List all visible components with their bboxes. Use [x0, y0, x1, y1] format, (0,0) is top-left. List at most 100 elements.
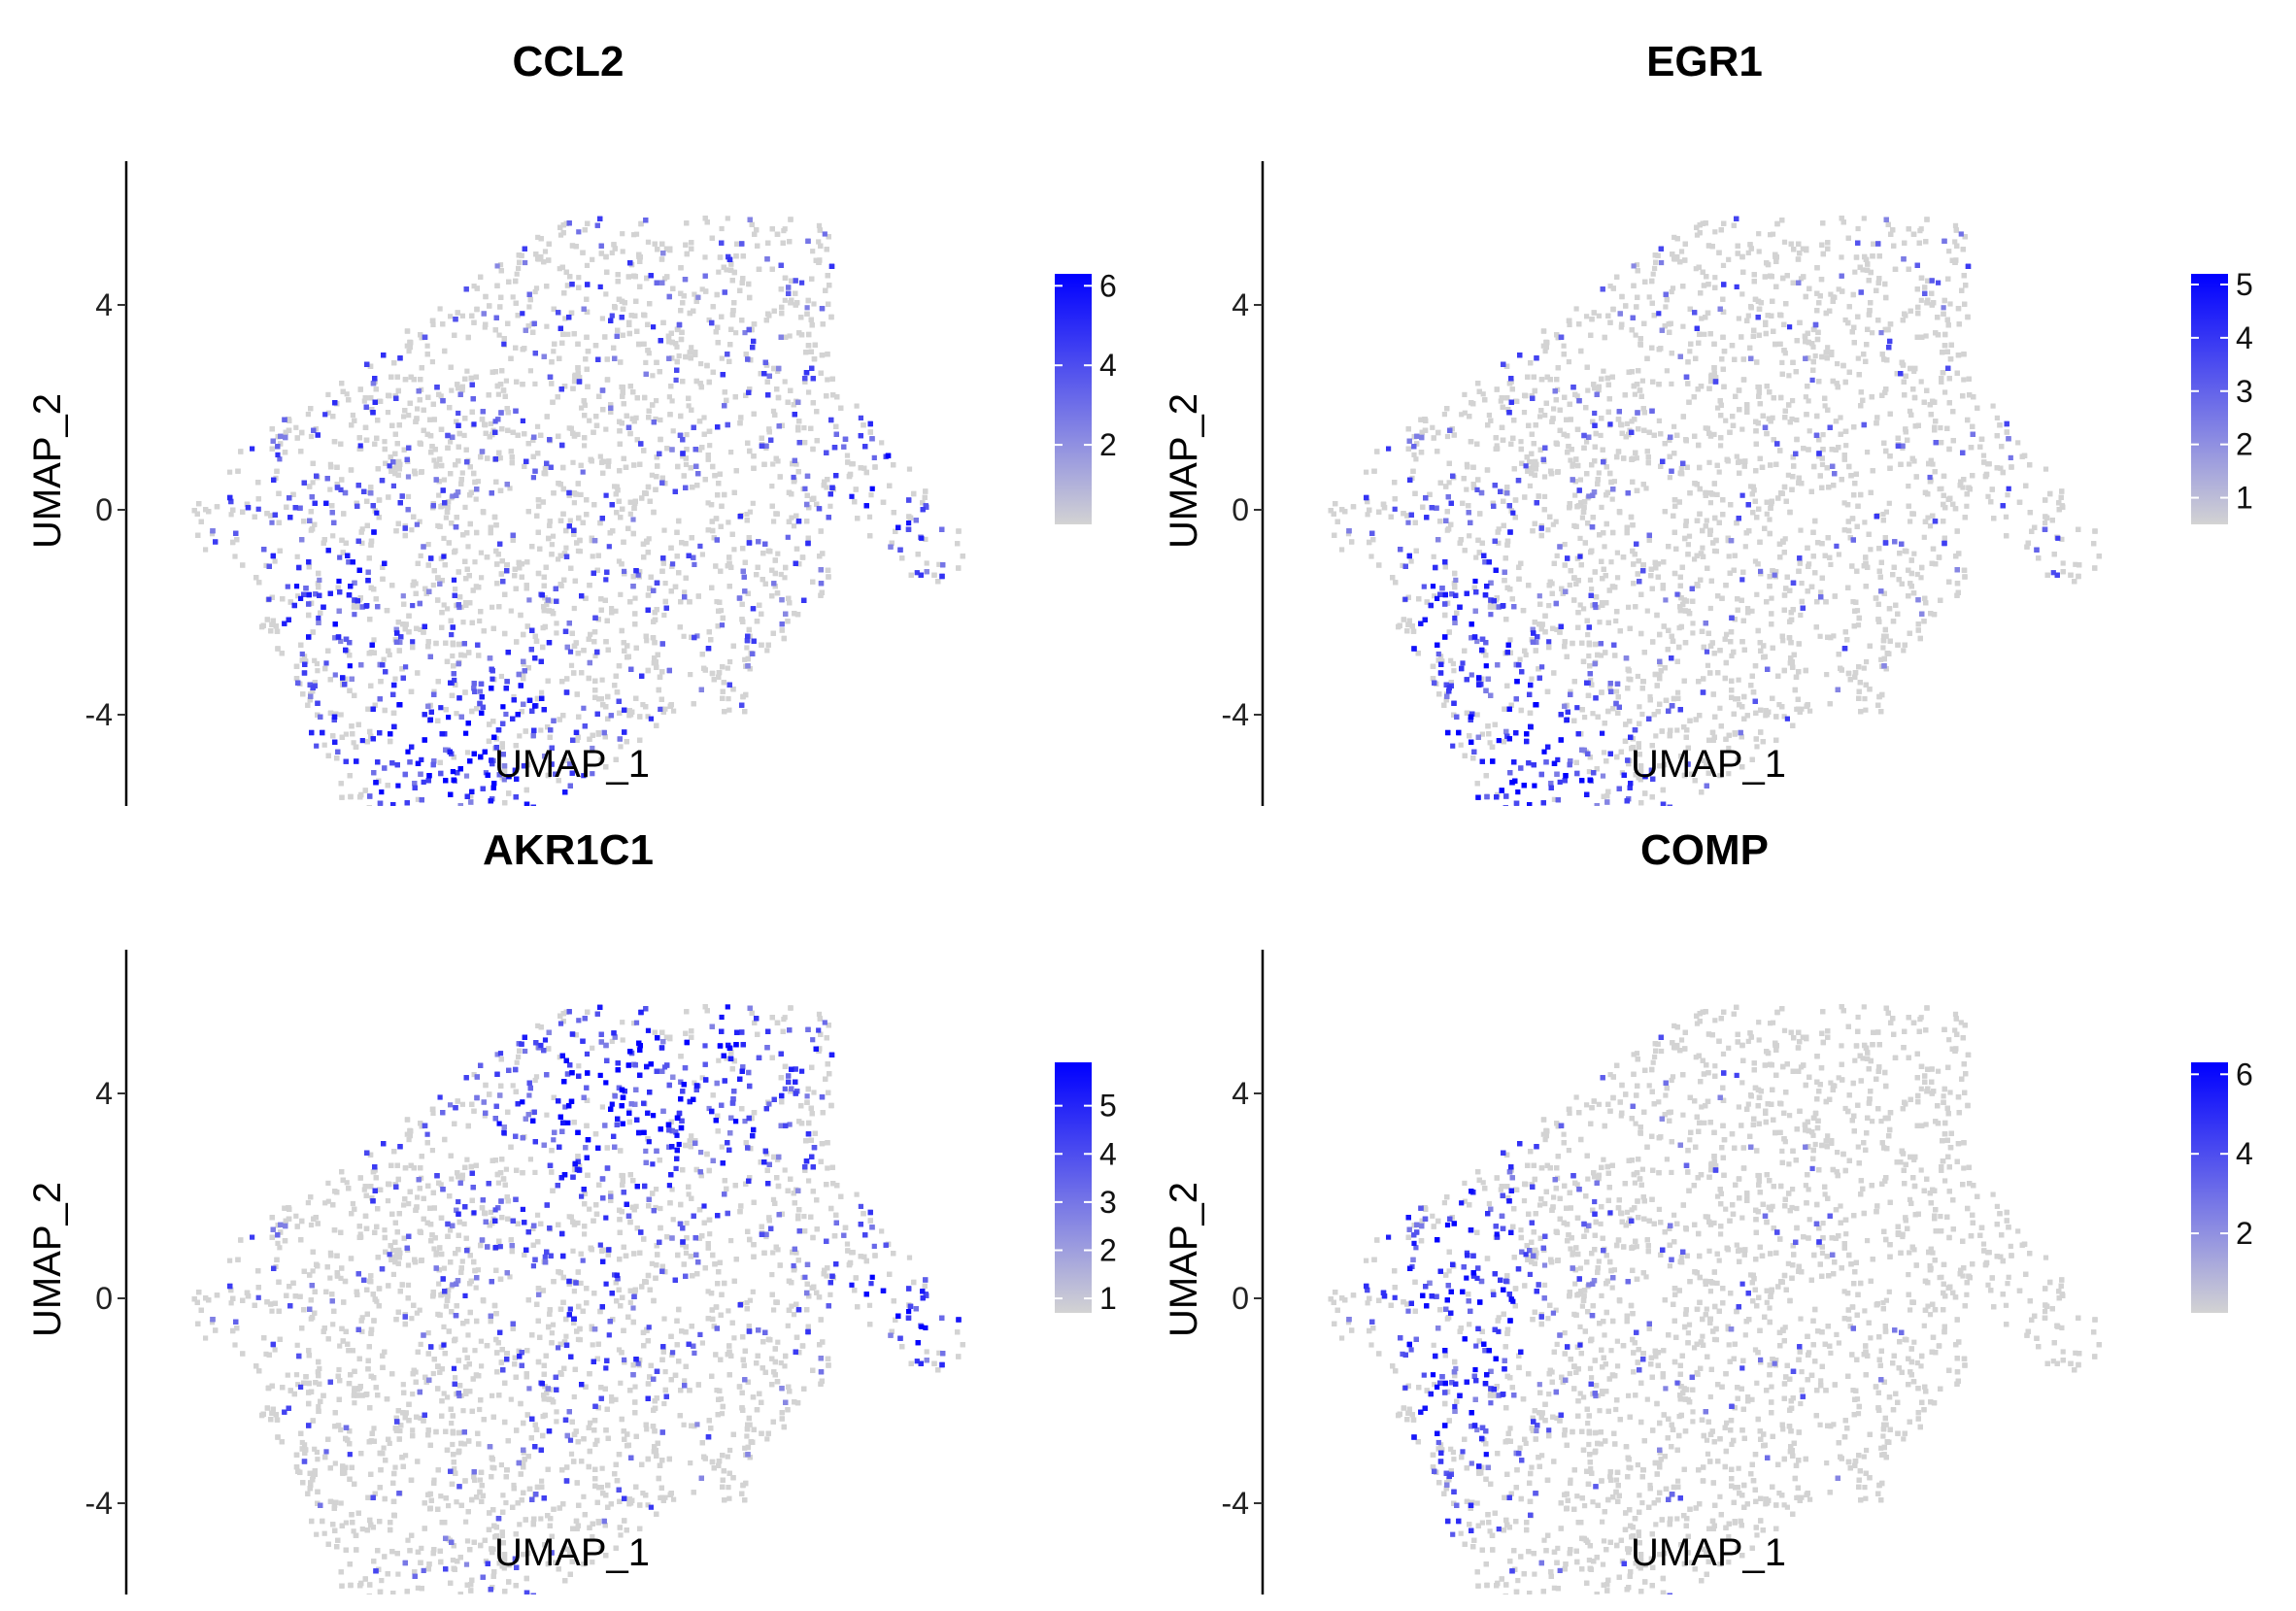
- cell-point: [359, 526, 365, 532]
- cell-point: [517, 733, 523, 739]
- cell-point: [359, 540, 365, 546]
- cell-point: [459, 470, 465, 476]
- cell-point: [293, 424, 299, 430]
- cell-point: [779, 311, 785, 317]
- cell-point: [643, 359, 649, 365]
- cell-point: [405, 493, 412, 499]
- cell-point: [381, 656, 387, 662]
- cell-point: [670, 428, 676, 434]
- cell-point: [726, 696, 731, 702]
- cell-point: [769, 484, 775, 489]
- cell-point: [497, 262, 504, 268]
- cell-point: [539, 689, 545, 695]
- cell-point: [459, 384, 465, 389]
- cell-point: [722, 491, 727, 498]
- cell-point: [315, 668, 321, 674]
- cell-point: [350, 412, 355, 419]
- cell-point: [698, 361, 704, 367]
- cell-point: [276, 490, 282, 496]
- cell-point: [396, 458, 402, 464]
- cell-point: [321, 742, 327, 748]
- cell-point: [684, 447, 690, 453]
- cell-point: [475, 479, 481, 485]
- cell-point: [569, 243, 576, 249]
- cell-point: [330, 533, 336, 539]
- cell-point: [782, 379, 788, 385]
- cell-point: [557, 266, 562, 272]
- cell-point: [387, 652, 392, 657]
- cell-point: [533, 285, 540, 291]
- cell-point: [688, 672, 693, 678]
- cell-point: [726, 707, 732, 713]
- cell-point: [424, 343, 430, 349]
- cell-point: [633, 415, 639, 420]
- cell-point: [577, 549, 583, 554]
- cell-point: [533, 638, 540, 644]
- cell-point: [498, 673, 504, 680]
- cell-point: [770, 461, 776, 467]
- cell-point: [496, 332, 502, 338]
- cell-point: [450, 653, 456, 659]
- cell-point: [791, 402, 796, 408]
- cell-point: [571, 605, 577, 612]
- cell-point: [787, 333, 793, 339]
- cell-point: [321, 540, 326, 546]
- cell-point: [417, 519, 422, 524]
- cell-point: [866, 514, 873, 520]
- cell-point: [436, 492, 442, 498]
- cell-point: [575, 431, 581, 437]
- cell-point: [415, 406, 421, 412]
- cell-point: [646, 351, 652, 356]
- cell-point: [603, 291, 609, 297]
- cell-point: [209, 531, 216, 537]
- cell-point: [705, 500, 711, 506]
- cell-point: [482, 324, 488, 330]
- cell-point: [590, 256, 595, 262]
- cell-point: [570, 459, 576, 465]
- cell-point: [825, 377, 830, 383]
- cell-point: [747, 509, 753, 515]
- cell-point: [775, 551, 781, 556]
- cell-point: [662, 706, 668, 712]
- cell-point: [771, 519, 777, 524]
- cell-point: [425, 542, 431, 548]
- cell-point: [431, 457, 437, 463]
- cell-point: [707, 443, 713, 449]
- cell-point: [644, 638, 650, 644]
- cell-point: [495, 391, 501, 397]
- cell-point: [724, 267, 729, 273]
- cell-point: [645, 714, 651, 720]
- cell-point: [730, 643, 736, 649]
- cell-point: [437, 306, 443, 312]
- cell-point: [782, 575, 788, 581]
- cell-point: [844, 453, 851, 458]
- cell-point: [669, 398, 675, 404]
- cell-point: [430, 582, 436, 588]
- cell-point: [775, 458, 781, 464]
- cell-point: [454, 711, 459, 717]
- cell-point: [654, 398, 659, 404]
- cell-point: [554, 630, 559, 636]
- cell-point: [312, 657, 318, 663]
- cell-point: [632, 595, 638, 601]
- cell-point: [295, 593, 301, 599]
- cell-point: [579, 405, 585, 411]
- cell-point: [406, 413, 412, 419]
- cell-point: [272, 558, 278, 564]
- cell-point: [769, 593, 775, 599]
- cell-point: [631, 232, 637, 238]
- cell-point: [532, 381, 538, 386]
- cell-point: [782, 226, 788, 232]
- cell-point: [461, 432, 467, 438]
- cell-point: [392, 676, 398, 682]
- cell-point: [725, 216, 730, 221]
- cell-point: [602, 334, 608, 340]
- cell-point: [764, 648, 770, 654]
- cell-point: [371, 637, 377, 643]
- cell-point: [554, 621, 559, 626]
- cell-point: [544, 323, 550, 329]
- cell-point: [592, 653, 598, 658]
- cell-point: [308, 433, 315, 440]
- cell-point: [465, 544, 471, 550]
